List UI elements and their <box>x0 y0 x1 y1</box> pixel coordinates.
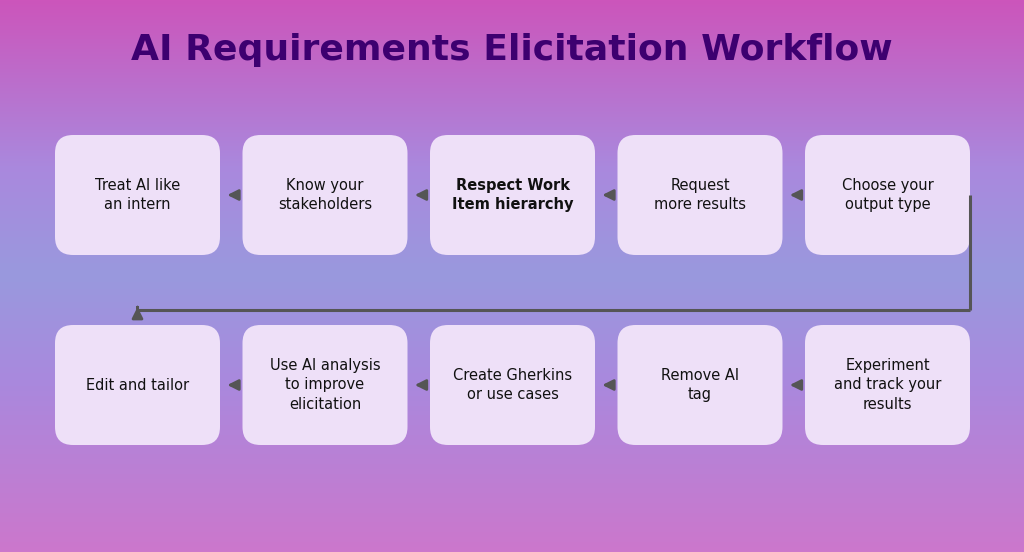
Text: Know your
stakeholders: Know your stakeholders <box>278 178 372 212</box>
FancyBboxPatch shape <box>617 325 782 445</box>
Text: Edit and tailor: Edit and tailor <box>86 378 189 392</box>
FancyBboxPatch shape <box>243 135 408 255</box>
FancyBboxPatch shape <box>243 325 408 445</box>
Text: AI Requirements Elicitation Workflow: AI Requirements Elicitation Workflow <box>131 33 893 67</box>
FancyBboxPatch shape <box>805 135 970 255</box>
FancyBboxPatch shape <box>617 135 782 255</box>
Text: Treat AI like
an intern: Treat AI like an intern <box>95 178 180 212</box>
FancyBboxPatch shape <box>805 325 970 445</box>
Text: Create Gherkins
or use cases: Create Gherkins or use cases <box>453 368 572 402</box>
Text: Experiment
and track your
results: Experiment and track your results <box>834 358 941 412</box>
Text: Respect Work
Item hierarchy: Respect Work Item hierarchy <box>452 178 573 212</box>
FancyBboxPatch shape <box>55 135 220 255</box>
Text: Remove AI
tag: Remove AI tag <box>660 368 739 402</box>
Text: Use AI analysis
to improve
elicitation: Use AI analysis to improve elicitation <box>269 358 380 412</box>
FancyBboxPatch shape <box>55 325 220 445</box>
Text: Choose your
output type: Choose your output type <box>842 178 933 212</box>
FancyBboxPatch shape <box>430 135 595 255</box>
FancyBboxPatch shape <box>430 325 595 445</box>
Text: Request
more results: Request more results <box>654 178 746 212</box>
